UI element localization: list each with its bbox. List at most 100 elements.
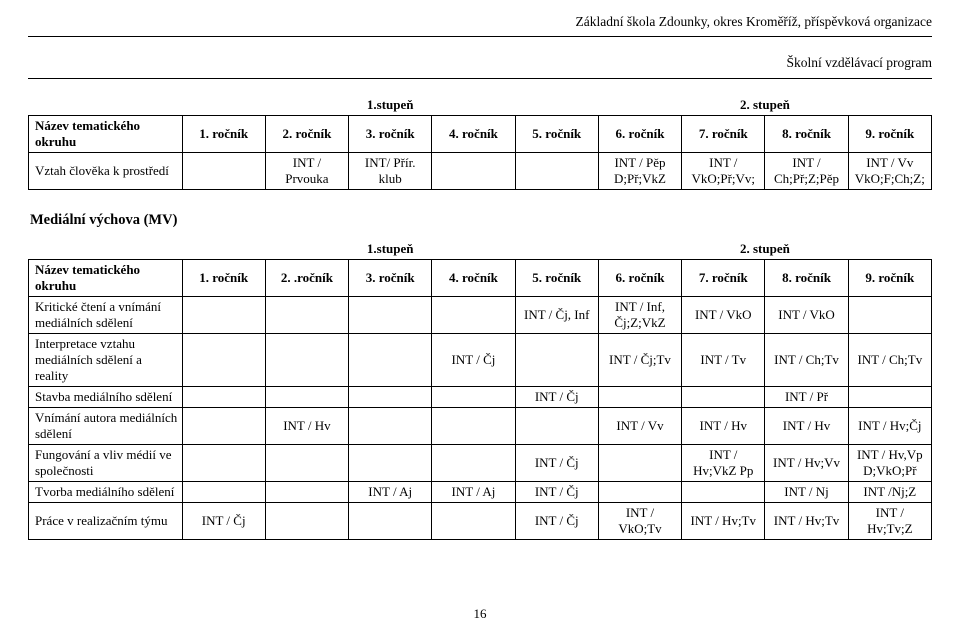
header-line-2: Školní vzdělávací program bbox=[28, 53, 932, 73]
name-header: Název tematického okruhu bbox=[29, 115, 183, 152]
cell: INT / Tv bbox=[682, 333, 765, 386]
table-row: Práce v realizačním týmu INT / Čj INT / … bbox=[29, 502, 932, 539]
cell: INT / Čj bbox=[182, 502, 265, 539]
header-line-1: Základní škola Zdounky, okres Kroměříž, … bbox=[28, 12, 932, 32]
cell bbox=[432, 502, 515, 539]
cell: INT / Nj bbox=[765, 481, 848, 502]
table-row: Kritické čtení a vnímání mediálních sděl… bbox=[29, 296, 932, 333]
grade-3: 3. ročník bbox=[349, 259, 432, 296]
cell bbox=[848, 386, 931, 407]
cell bbox=[598, 481, 681, 502]
cell: INT / Čj, Inf bbox=[515, 296, 598, 333]
cell bbox=[432, 407, 515, 444]
cell bbox=[265, 296, 348, 333]
level-2-label: 2. stupeň bbox=[598, 239, 931, 260]
grade-6: 6. ročník bbox=[598, 259, 681, 296]
cell bbox=[265, 444, 348, 481]
grade-2: 2. .ročník bbox=[265, 259, 348, 296]
cell: INT / Př bbox=[765, 386, 848, 407]
cell: INT / Ch;Tv bbox=[765, 333, 848, 386]
cell bbox=[182, 296, 265, 333]
cell: INT / Hv;VkZ Pp bbox=[682, 444, 765, 481]
cell: INT / Čj bbox=[515, 481, 598, 502]
cell bbox=[515, 333, 598, 386]
grade-3: 3. ročník bbox=[349, 115, 432, 152]
page: Základní škola Zdounky, okres Kroměříž, … bbox=[0, 0, 960, 628]
cell: INT / Aj bbox=[432, 481, 515, 502]
cell: INT / Čj;Tv bbox=[598, 333, 681, 386]
cell: INT / Čj bbox=[515, 386, 598, 407]
level-row: 1.stupeň 2. stupeň bbox=[29, 95, 932, 116]
grade-6: 6. ročník bbox=[598, 115, 681, 152]
table-row: Tvorba mediálního sdělení INT / Aj INT /… bbox=[29, 481, 932, 502]
header-rule-2 bbox=[28, 78, 932, 79]
level-1-label: 1.stupeň bbox=[182, 95, 598, 116]
grade-2: 2. ročník bbox=[265, 115, 348, 152]
cell: INT / Ch;Př;Z;Pěp bbox=[765, 152, 848, 189]
grade-4: 4. ročník bbox=[432, 115, 515, 152]
row-name: Vnímání autora mediálních sdělení bbox=[29, 407, 183, 444]
cell: INT / Hv bbox=[265, 407, 348, 444]
grade-5: 5. ročník bbox=[515, 115, 598, 152]
cell: INT / Prvouka bbox=[265, 152, 348, 189]
cell: INT / Pěp D;Př;VkZ bbox=[598, 152, 681, 189]
cell bbox=[265, 502, 348, 539]
row-name: Interpretace vztahu mediálních sdělení a… bbox=[29, 333, 183, 386]
section-title-mv: Mediální výchova (MV) bbox=[30, 212, 932, 229]
grade-4: 4. ročník bbox=[432, 259, 515, 296]
cell: INT / VkO bbox=[682, 296, 765, 333]
cell: INT/ Přír. klub bbox=[349, 152, 432, 189]
grade-1: 1. ročník bbox=[182, 259, 265, 296]
row-name: Práce v realizačním týmu bbox=[29, 502, 183, 539]
cell: INT / VkO bbox=[765, 296, 848, 333]
table-row: Fungování a vliv médií ve společnosti IN… bbox=[29, 444, 932, 481]
cell: INT / Aj bbox=[349, 481, 432, 502]
page-number: 16 bbox=[0, 606, 960, 622]
cell: INT / Hv bbox=[765, 407, 848, 444]
cell bbox=[349, 296, 432, 333]
cell: INT / Hv bbox=[682, 407, 765, 444]
cell bbox=[182, 444, 265, 481]
cell: INT /Nj;Z bbox=[848, 481, 931, 502]
cell bbox=[432, 444, 515, 481]
table-row: Interpretace vztahu mediálních sdělení a… bbox=[29, 333, 932, 386]
row-name: Tvorba mediálního sdělení bbox=[29, 481, 183, 502]
table-media: 1.stupeň 2. stupeň Název tematického okr… bbox=[28, 239, 932, 540]
row-name: Fungování a vliv médií ve společnosti bbox=[29, 444, 183, 481]
cell bbox=[848, 296, 931, 333]
grade-9: 9. ročník bbox=[848, 115, 931, 152]
level-2-label: 2. stupeň bbox=[598, 95, 931, 116]
cell bbox=[432, 152, 515, 189]
cell bbox=[182, 386, 265, 407]
level-row: 1.stupeň 2. stupeň bbox=[29, 239, 932, 260]
grades-row: Název tematického okruhu 1. ročník 2. .r… bbox=[29, 259, 932, 296]
cell: INT / Čj bbox=[515, 502, 598, 539]
grade-1: 1. ročník bbox=[182, 115, 265, 152]
cell bbox=[349, 502, 432, 539]
table-row: Vztah člověka k prostředí INT / Prvouka … bbox=[29, 152, 932, 189]
grade-8: 8. ročník bbox=[765, 259, 848, 296]
level-1-label: 1.stupeň bbox=[182, 239, 598, 260]
cell bbox=[349, 444, 432, 481]
grade-7: 7. ročník bbox=[682, 259, 765, 296]
cell: INT / Hv,Vp D;VkO;Př bbox=[848, 444, 931, 481]
cell: INT / Inf, Čj;Z;VkZ bbox=[598, 296, 681, 333]
grade-8: 8. ročník bbox=[765, 115, 848, 152]
cell bbox=[265, 333, 348, 386]
cell bbox=[182, 481, 265, 502]
cell: INT / Hv;Čj bbox=[848, 407, 931, 444]
row-name: Vztah člověka k prostředí bbox=[29, 152, 183, 189]
cell: INT / Ch;Tv bbox=[848, 333, 931, 386]
cell bbox=[182, 333, 265, 386]
cell bbox=[265, 481, 348, 502]
cell: INT / Čj bbox=[432, 333, 515, 386]
cell bbox=[182, 407, 265, 444]
header-rule-1 bbox=[28, 36, 932, 37]
cell bbox=[598, 444, 681, 481]
grade-7: 7. ročník bbox=[682, 115, 765, 152]
cell bbox=[349, 407, 432, 444]
grade-5: 5. ročník bbox=[515, 259, 598, 296]
grade-9: 9. ročník bbox=[848, 259, 931, 296]
name-header: Název tematického okruhu bbox=[29, 259, 183, 296]
cell bbox=[349, 386, 432, 407]
